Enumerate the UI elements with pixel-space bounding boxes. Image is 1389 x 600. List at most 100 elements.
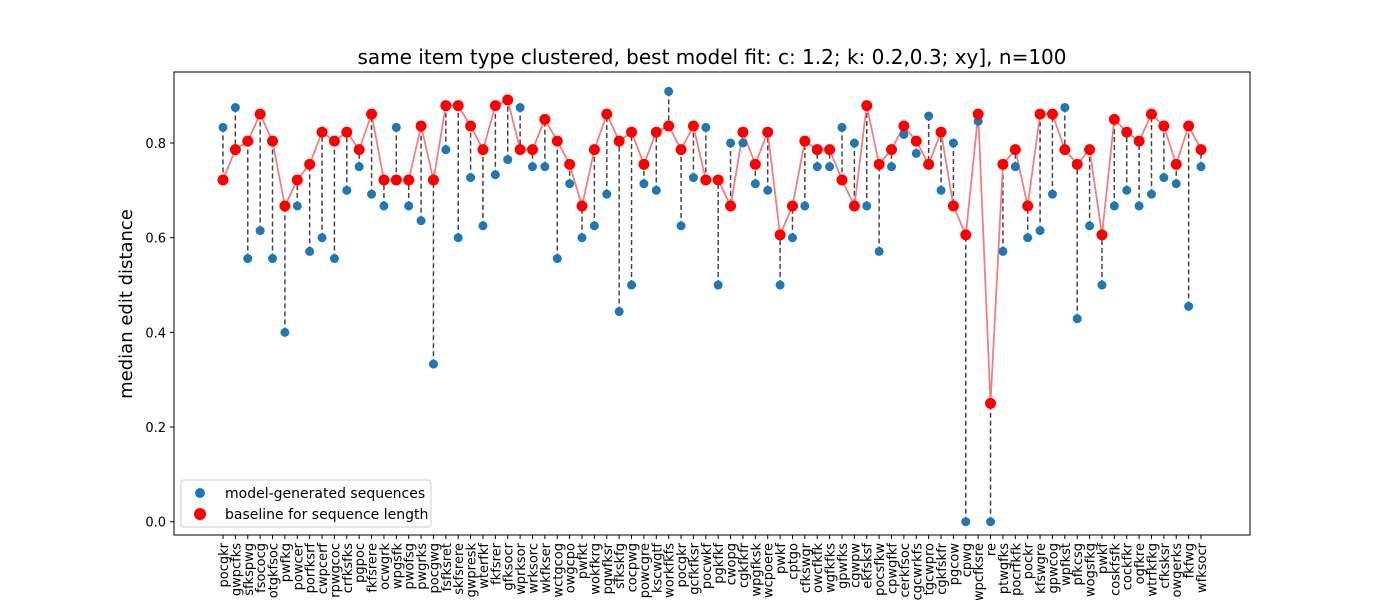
x-tick-label: gpwcog	[1046, 543, 1061, 594]
x-tick-label: coskfsfk	[1108, 543, 1123, 596]
baseline-point	[415, 120, 427, 132]
x-tick-label: pwkf	[1096, 543, 1111, 574]
baseline-point	[799, 135, 811, 147]
model-point	[280, 327, 290, 337]
x-tick-label: cgkfkfr	[737, 542, 752, 588]
x-tick-label: pocgkr	[217, 542, 232, 587]
baseline-point	[650, 126, 662, 138]
x-tick-label: pwfkg	[279, 543, 294, 582]
model-point	[453, 233, 463, 243]
legend-label-model: model-generated sequences	[225, 486, 425, 502]
model-point	[664, 86, 674, 96]
model-point	[924, 111, 934, 121]
baseline-point	[613, 135, 625, 147]
model-point	[862, 201, 872, 211]
baseline-point	[526, 144, 538, 156]
model-point	[428, 359, 438, 369]
baseline-point	[923, 158, 935, 170]
baseline-point	[588, 144, 600, 156]
model-point	[1085, 221, 1095, 231]
model-point	[800, 201, 810, 211]
model-point	[441, 145, 451, 155]
baseline-point	[576, 200, 588, 212]
x-tick-label: pfkcsg	[1071, 543, 1086, 586]
model-point	[651, 185, 661, 195]
x-tick-label: fkfsrer	[489, 542, 504, 585]
model-point	[639, 179, 649, 189]
y-axis: 0.0 0.2 0.4 0.6 0.8	[145, 137, 174, 531]
baseline-point	[1145, 108, 1157, 120]
model-point	[329, 254, 339, 264]
x-tick-label: tgcwpro	[923, 543, 938, 595]
model-point	[1146, 189, 1156, 199]
model-point	[676, 221, 686, 231]
x-tick-label: pocgkr	[675, 542, 690, 587]
x-tick-label: wtrfkfkg	[1146, 543, 1161, 597]
chart-title: same item type clustered, best model fit…	[357, 45, 1066, 69]
baseline-point	[935, 126, 947, 138]
baseline-point	[626, 126, 638, 138]
baseline-point	[341, 126, 353, 138]
baseline-point	[1059, 144, 1071, 156]
baseline-point	[1071, 158, 1083, 170]
model-point	[614, 307, 624, 317]
model-point	[1060, 103, 1070, 113]
model-point	[478, 221, 488, 231]
model-point	[837, 122, 847, 132]
baseline-point	[564, 158, 576, 170]
model-point	[627, 280, 637, 290]
x-tick-label: crfksfks	[341, 543, 356, 593]
x-tick-label: pgwfksr	[601, 542, 616, 594]
baseline-point	[1046, 108, 1058, 120]
y-tick-label: 0.2	[145, 421, 166, 436]
x-tick-label: re	[985, 543, 1000, 556]
legend-box	[180, 479, 432, 528]
model-point	[540, 162, 550, 172]
x-tick-label: pockr	[1022, 542, 1037, 579]
baseline-point	[502, 94, 514, 106]
model-point	[1196, 162, 1206, 172]
model-point	[1010, 162, 1020, 172]
x-tick-label: wkfkser	[539, 542, 554, 593]
model-point	[1097, 280, 1107, 290]
baseline-point	[217, 174, 229, 186]
baseline-point	[762, 126, 774, 138]
x-tick-label: wprksor	[514, 542, 529, 594]
x-tick-label: pwofsg	[403, 543, 418, 589]
x-tick-label: pocgwg	[428, 543, 443, 594]
model-point	[1035, 226, 1045, 236]
model-point	[354, 162, 364, 172]
baseline-point	[304, 158, 316, 170]
baseline-point	[663, 120, 675, 132]
baseline-point	[477, 144, 489, 156]
model-point	[1023, 233, 1033, 243]
model-point	[998, 246, 1008, 256]
baseline-point	[712, 174, 724, 186]
x-tick-label: wogsfkg	[1084, 543, 1099, 597]
model-point	[268, 254, 278, 264]
baseline-point	[254, 108, 266, 120]
x-tick-label: pocsfkw	[873, 543, 888, 596]
model-point	[1171, 179, 1181, 189]
x-tick-label: workfkfs	[663, 543, 678, 598]
baseline-point	[836, 174, 848, 186]
baseline-point	[465, 120, 477, 132]
x-tick-label: ogfkre	[1133, 543, 1148, 584]
baseline-point	[514, 144, 526, 156]
model-point	[688, 173, 698, 183]
baseline-point	[427, 174, 439, 186]
model-point	[391, 122, 401, 132]
model-point	[986, 517, 996, 527]
x-tick-label: cwopg	[725, 543, 740, 585]
model-point	[936, 185, 946, 195]
y-tick-label: 0.0	[145, 516, 166, 531]
x-tick-label: fsfksret	[440, 543, 455, 591]
baseline-point	[1195, 144, 1207, 156]
baseline-point	[1183, 120, 1195, 132]
x-tick-label: pwgrks	[415, 543, 430, 590]
x-tick-label: cgwpw	[848, 543, 863, 588]
baseline-series-line	[222, 98, 1202, 404]
model-point	[602, 189, 612, 199]
legend: model-generated sequences baseline for s…	[180, 479, 432, 528]
baseline-point	[687, 120, 699, 132]
